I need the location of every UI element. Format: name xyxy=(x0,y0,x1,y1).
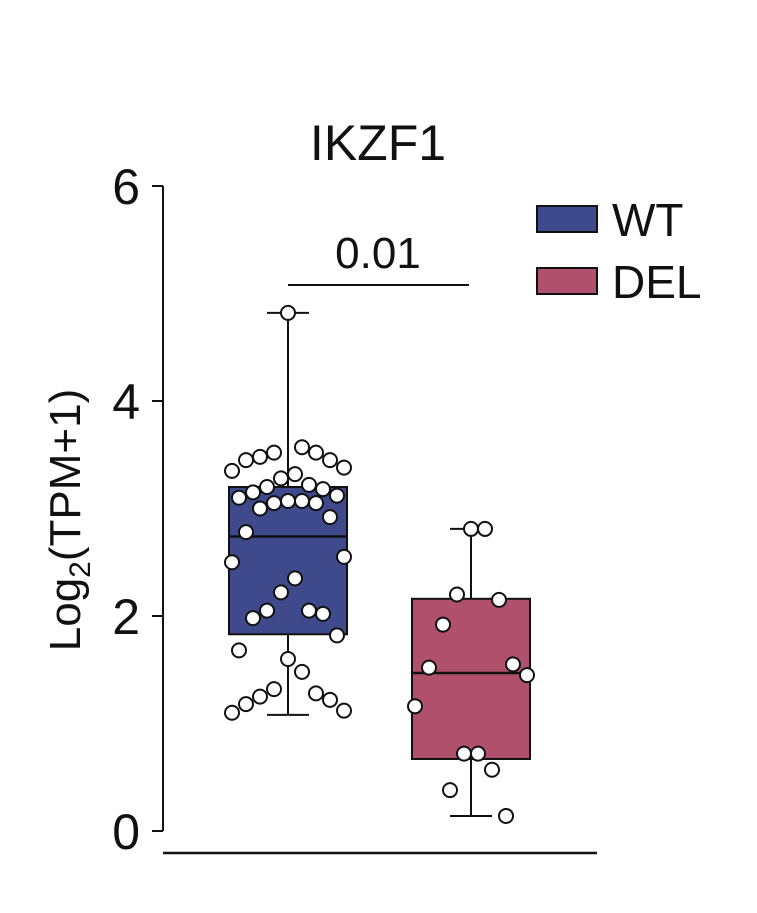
box-groups xyxy=(224,304,535,824)
data-point-del-11 xyxy=(484,761,500,778)
data-point-wt-23 xyxy=(238,524,254,541)
data-point-wt-24 xyxy=(336,548,352,565)
data-point-wt-29 xyxy=(259,602,275,619)
box-group-wt xyxy=(224,304,352,721)
data-point-wt-0 xyxy=(280,304,296,321)
y-axis-ticks: 0 2 4 6 xyxy=(112,159,163,860)
data-point-wt-40 xyxy=(238,696,254,713)
data-point-wt-41 xyxy=(336,702,352,719)
significance-annotation: 0.01 xyxy=(288,229,469,286)
legend-label-del: DEL xyxy=(612,256,701,308)
legend-swatch-wt xyxy=(536,205,598,233)
legend-swatch-del xyxy=(536,267,598,295)
data-point-wt-10 xyxy=(273,470,289,487)
y-tick-label-0: 0 xyxy=(112,804,140,860)
data-point-wt-32 xyxy=(329,627,345,644)
data-point-wt-13 xyxy=(315,481,331,498)
data-point-wt-34 xyxy=(280,651,296,667)
data-point-del-4 xyxy=(435,616,451,633)
data-point-del-1 xyxy=(477,520,493,537)
data-point-wt-38 xyxy=(252,688,268,705)
data-point-wt-31 xyxy=(245,610,261,627)
y-axis-label: Log2(TPM+1) xyxy=(41,389,97,651)
data-point-wt-20 xyxy=(308,495,324,512)
y-axis-label-rest: (TPM+1) xyxy=(41,389,90,561)
y-axis-label-main: Log xyxy=(41,578,90,651)
data-point-wt-19 xyxy=(266,495,282,512)
data-point-del-9 xyxy=(470,745,486,762)
data-point-wt-5 xyxy=(322,452,338,469)
data-point-wt-39 xyxy=(322,691,338,708)
y-axis-label-subscript: 2 xyxy=(64,561,97,578)
data-point-wt-26 xyxy=(287,570,303,587)
data-point-del-0 xyxy=(463,520,479,537)
legend-label-wt: WT xyxy=(612,194,684,246)
data-point-wt-18 xyxy=(294,492,310,509)
y-tick-label-2: 2 xyxy=(112,589,140,645)
data-point-wt-12 xyxy=(259,479,275,495)
data-point-wt-4 xyxy=(252,448,268,465)
p-value-label: 0.01 xyxy=(335,229,421,278)
data-point-del-10 xyxy=(456,745,472,762)
data-point-wt-28 xyxy=(301,602,317,619)
data-point-wt-36 xyxy=(266,681,282,698)
chart-title: IKZF1 xyxy=(310,115,446,171)
data-point-del-8 xyxy=(407,698,423,715)
box-del xyxy=(411,597,531,760)
data-point-wt-11 xyxy=(301,476,317,493)
data-point-wt-6 xyxy=(238,452,254,469)
y-tick-label-6: 6 xyxy=(112,159,140,215)
data-point-wt-22 xyxy=(322,509,338,526)
data-point-wt-3 xyxy=(308,444,324,461)
data-point-del-3 xyxy=(491,591,507,608)
data-point-wt-27 xyxy=(273,584,289,601)
data-point-wt-37 xyxy=(308,685,324,702)
data-point-wt-7 xyxy=(336,459,352,476)
y-tick-label-4: 4 xyxy=(112,374,140,430)
data-point-wt-1 xyxy=(294,439,310,456)
data-point-del-12 xyxy=(442,782,458,799)
data-point-wt-8 xyxy=(224,462,240,479)
data-point-wt-33 xyxy=(231,642,247,659)
data-point-wt-35 xyxy=(294,663,310,680)
data-point-wt-30 xyxy=(315,605,331,622)
data-point-wt-14 xyxy=(245,484,261,501)
legend: WT DEL xyxy=(536,194,701,308)
data-point-wt-9 xyxy=(287,466,303,483)
data-point-wt-16 xyxy=(231,489,247,506)
data-point-del-5 xyxy=(505,656,521,673)
data-point-del-6 xyxy=(421,659,437,676)
data-point-wt-17 xyxy=(280,492,296,509)
box-group-del xyxy=(407,520,535,824)
data-point-del-7 xyxy=(519,667,535,684)
data-point-wt-2 xyxy=(266,444,282,461)
data-point-wt-21 xyxy=(252,500,268,517)
data-point-del-2 xyxy=(449,586,465,603)
data-point-wt-42 xyxy=(224,704,240,721)
data-point-wt-25 xyxy=(224,554,240,571)
data-point-del-13 xyxy=(498,807,514,824)
data-point-wt-15 xyxy=(329,487,345,504)
